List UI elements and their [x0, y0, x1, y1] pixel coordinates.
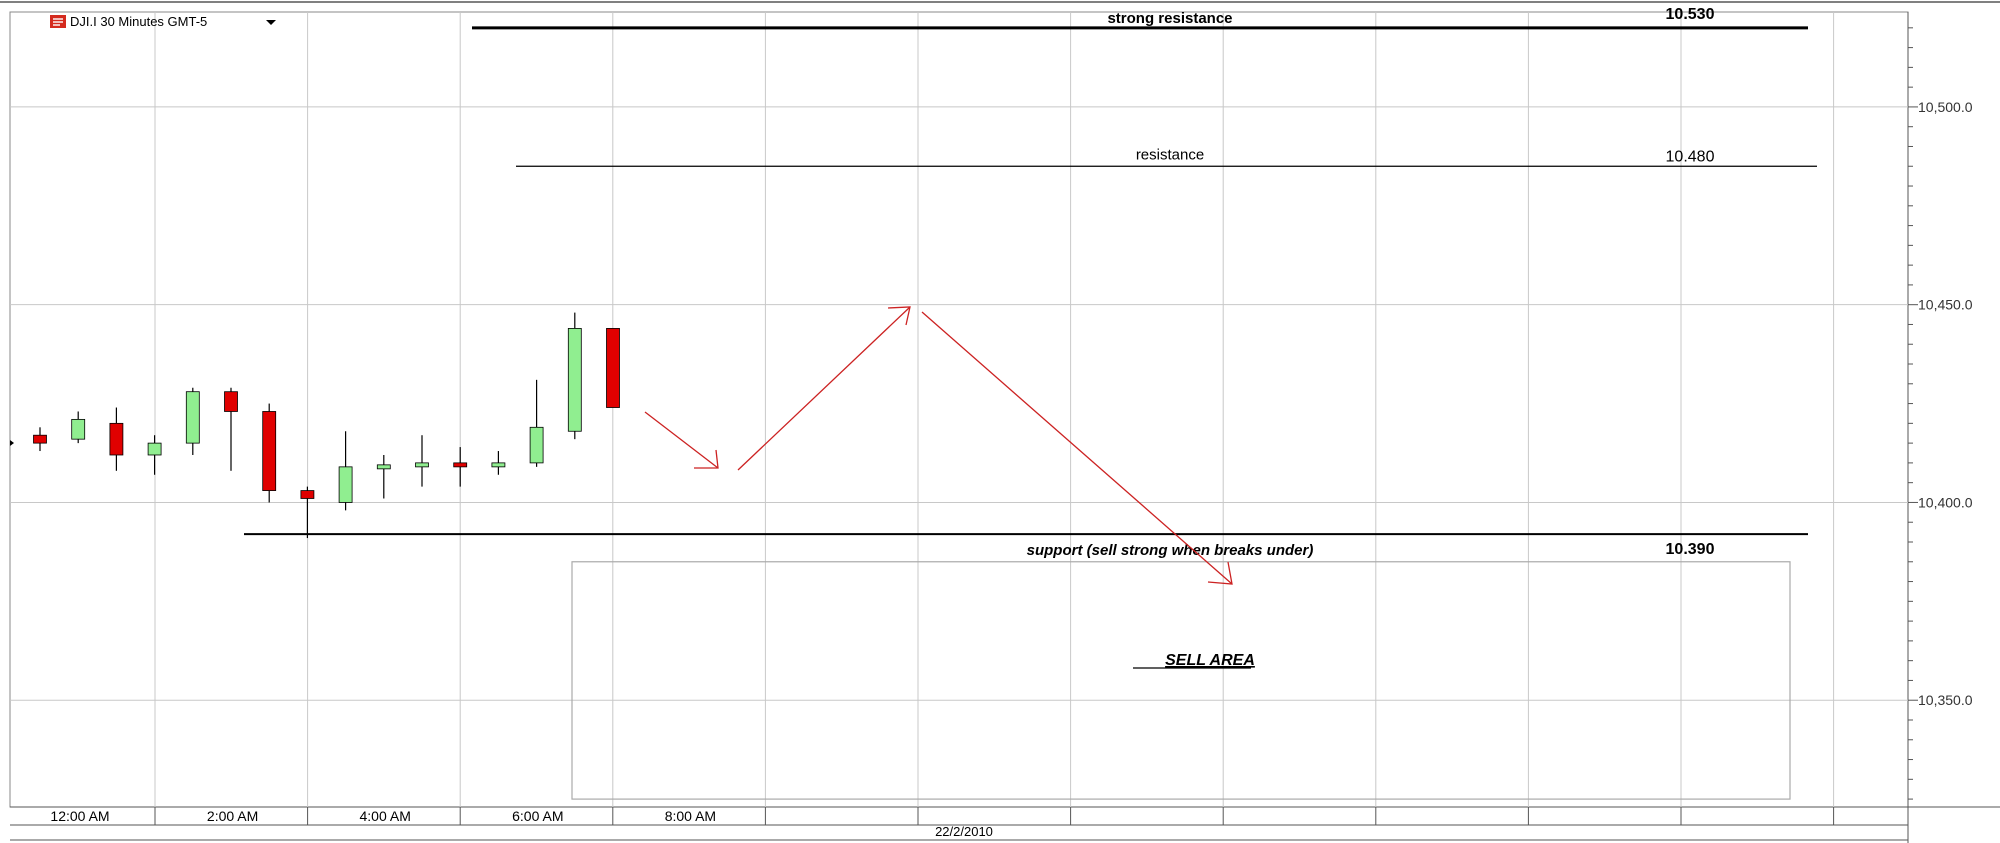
- arrow-line: [921, 311, 1233, 585]
- candle-up: [71, 418, 86, 440]
- chevron-down-icon[interactable]: [266, 20, 276, 25]
- arrowhead: [887, 306, 911, 326]
- annotation-arrows: [644, 306, 1233, 585]
- candle-down: [300, 490, 315, 499]
- x-tick-label: 4:00 AM: [360, 808, 411, 824]
- x-tick-label: 8:00 AM: [665, 808, 716, 824]
- candle-up: [529, 426, 544, 464]
- symbol-header[interactable]: DJI.I 30 Minutes GMT-5: [50, 14, 276, 29]
- sell-area-group: SELL AREA: [571, 561, 1791, 800]
- candle-down: [33, 434, 47, 444]
- candle-up: [567, 328, 582, 432]
- candle-up: [415, 462, 429, 468]
- candle-up: [376, 464, 391, 470]
- x-tick-label: 2:00 AM: [207, 808, 258, 824]
- x-tick-label: 12:00 AM: [50, 808, 109, 824]
- price-levels: strong resistance 10.530 resistance 10.480 s…: [244, 6, 1817, 559]
- sell-area-box: [571, 561, 1791, 800]
- candle-down: [224, 391, 238, 412]
- candle-up: [185, 391, 200, 444]
- arrow-line: [737, 306, 911, 471]
- y-tick-label: 10,500.0: [1918, 99, 1973, 115]
- left-price-marker: [10, 440, 14, 446]
- arrowhead: [694, 449, 719, 469]
- candle-up: [147, 442, 162, 456]
- candle-down: [262, 411, 277, 491]
- y-tick-label: 10,400.0: [1918, 494, 1973, 510]
- arrowhead: [1207, 561, 1233, 585]
- chart-title: DJI.I 30 Minutes GMT-5: [70, 14, 207, 29]
- y-axis: 10,350.0 10,400.0 10,450.0 10,500.0: [1908, 27, 1973, 800]
- resistance-value: 10.480: [1666, 148, 1715, 165]
- strong-resistance-label: strong resistance: [1107, 10, 1232, 27]
- candles: [33, 312, 620, 539]
- x-tick-label: 6:00 AM: [512, 808, 563, 824]
- candle-down: [453, 462, 468, 468]
- sell-area-label: SELL AREA: [1165, 652, 1255, 669]
- support-label: support (sell strong when breaks under): [1027, 542, 1314, 559]
- candle-up: [491, 462, 506, 468]
- strong-resistance-value: 10.530: [1666, 6, 1715, 23]
- date-label: 22/2/2010: [935, 824, 993, 839]
- y-tick-label: 10,450.0: [1918, 297, 1973, 313]
- resistance-label: resistance: [1136, 146, 1204, 163]
- candle-up: [338, 466, 353, 503]
- x-axis: 12:00 AM 2:00 AM 4:00 AM 6:00 AM 8:00 AM: [50, 807, 1835, 825]
- grid-lines: [10, 12, 1908, 807]
- support-value: 10.390: [1666, 541, 1715, 558]
- y-tick-label: 10,350.0: [1918, 692, 1973, 708]
- arrow-line: [644, 411, 719, 469]
- candle-down: [606, 328, 620, 408]
- candle-down: [109, 422, 124, 456]
